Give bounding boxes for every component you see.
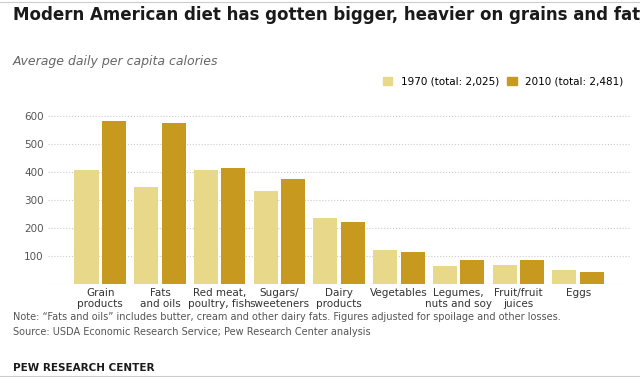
Bar <box>314 218 337 284</box>
Legend: 1970 (total: 2,025), 2010 (total: 2,481): 1970 (total: 2,025), 2010 (total: 2,481) <box>381 74 625 89</box>
Text: Average daily per capita calories: Average daily per capita calories <box>13 55 218 68</box>
Bar <box>221 168 246 284</box>
Bar <box>373 250 397 284</box>
Bar <box>102 121 126 284</box>
Bar <box>580 272 604 284</box>
Bar <box>162 123 186 284</box>
Bar <box>74 170 99 284</box>
Text: Note: “Fats and oils” includes butter, cream and other dairy fats. Figures adjus: Note: “Fats and oils” includes butter, c… <box>13 312 561 322</box>
Bar <box>520 260 544 284</box>
Bar <box>134 187 158 284</box>
Bar <box>493 265 516 284</box>
Text: PEW RESEARCH CENTER: PEW RESEARCH CENTER <box>13 363 154 373</box>
Bar <box>281 180 305 284</box>
Text: Modern American diet has gotten bigger, heavier on grains and fat: Modern American diet has gotten bigger, … <box>13 6 640 24</box>
Bar <box>194 170 218 284</box>
Text: Source: USDA Economic Research Service; Pew Research Center analysis: Source: USDA Economic Research Service; … <box>13 327 371 337</box>
Bar <box>433 266 457 284</box>
Bar <box>552 270 577 284</box>
Bar <box>341 222 365 284</box>
Bar <box>460 260 484 284</box>
Bar <box>253 191 278 284</box>
Bar <box>401 252 425 284</box>
